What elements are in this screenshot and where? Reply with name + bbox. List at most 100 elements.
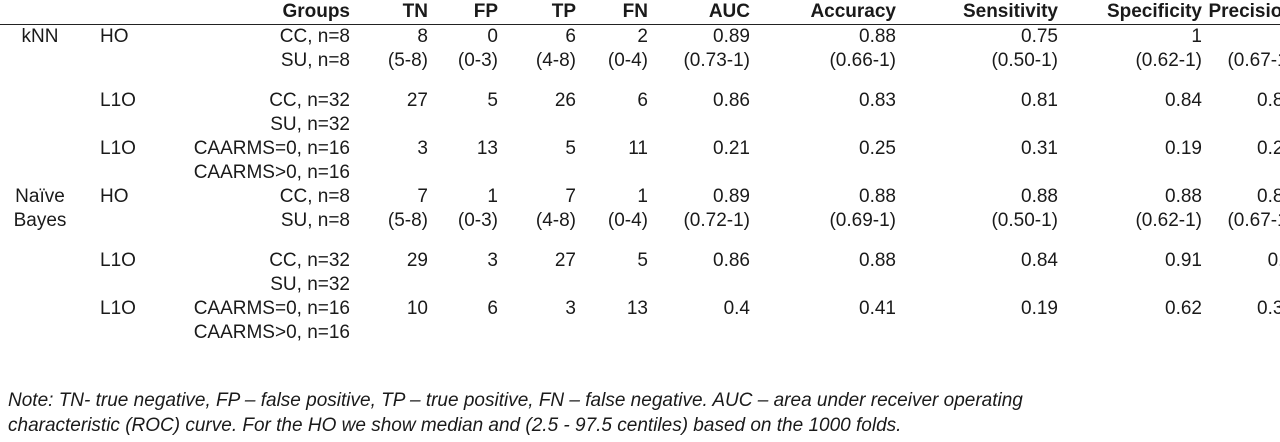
cell-method [80,321,150,345]
table-row: SU, n=8 (5-8) (0-3) (4-8) (0-4) (0.73-1) (0.66… [0,49,1280,73]
cell-method [80,49,150,73]
cell-auc [654,161,756,185]
cell-fn: 1 [637,186,648,207]
cell-tp: 5 [565,138,576,159]
spacer-cell [0,233,1280,249]
cell-groups: CAARMS>0, n=16 [193,162,350,183]
cell-method: L1O [100,138,136,159]
header-tp: TP [504,0,582,25]
cell-precision: 0.9 [1267,250,1280,271]
cell-method: L1O [100,250,136,271]
cell-method [80,113,150,137]
cell-specificity: (0.62-1) [1135,50,1202,71]
cell-model [0,113,80,137]
spacer-row [0,73,1280,89]
table-row: CAARMS>0, n=16 [0,321,1280,345]
cell-model [0,161,80,185]
cell-fn: 2 [637,26,648,47]
cell-precision [1208,273,1280,297]
cell-auc [654,321,756,345]
cell-fp: (0-3) [457,50,498,71]
cell-precision: (0.67-1) [1227,210,1280,231]
cell-precision: 0.33 [1257,298,1280,319]
table-row: CAARMS>0, n=16 [0,161,1280,185]
cell-sensitivity: (0.50-1) [991,50,1058,71]
cell-accuracy [756,161,902,185]
cell-model [0,273,80,297]
cell-model: Bayes [13,210,67,231]
cell-tp: 7 [565,186,576,207]
spacer-row [0,233,1280,249]
cell-tp: 26 [554,90,576,111]
table-row: Bayes SU, n=8 (5-8) (0-3) (4-8) (0-4) (0.72-1)… [0,209,1280,233]
table-row: Naïve HO CC, n=8 7 1 7 1 0.89 0.88 0.88 0.88 0.88 [0,185,1280,209]
cell-auc: 0.89 [713,186,750,207]
cell-auc: 0.4 [723,298,750,319]
cell-sensitivity: 0.31 [1021,138,1058,159]
cell-method: HO [100,26,129,47]
cell-groups: CAARMS>0, n=16 [193,322,350,343]
cell-tp: (4-8) [535,210,576,231]
cell-fp: 13 [476,138,498,159]
cell-tn [356,113,434,137]
cell-fp: 6 [487,298,498,319]
cell-groups: CC, n=32 [269,250,350,271]
cell-groups: CAARMS=0, n=16 [193,298,350,319]
note-line-1: Note: TN- true negative, FP – false posi… [8,390,1023,411]
cell-model [0,249,80,273]
cell-specificity [1064,273,1208,297]
header-sensitivity: Sensitivity [902,0,1064,25]
cell-tp: 27 [554,250,576,271]
cell-precision: 0.88 [1257,186,1280,207]
cell-specificity: 0.19 [1165,138,1202,159]
cell-tp: 3 [565,298,576,319]
cell-accuracy: 0.88 [859,250,896,271]
cell-method: L1O [100,298,136,319]
cell-tp: 6 [565,26,576,47]
cell-fp: 0 [487,26,498,47]
table-row: L1O CC, n=32 27 5 26 6 0.86 0.83 0.81 0.84 0.84 [0,89,1280,113]
cell-fn: (0-4) [607,50,648,71]
table-row: SU, n=32 [0,113,1280,137]
cell-specificity [1064,113,1208,137]
cell-fn: (0-4) [607,210,648,231]
cell-fp [434,273,504,297]
cell-method [80,273,150,297]
cell-tn [356,273,434,297]
header-model [0,0,80,25]
cell-precision: 0.28 [1257,138,1280,159]
cell-fp: 3 [487,250,498,271]
cell-fn: 13 [626,298,648,319]
cell-fn: 11 [628,138,648,159]
cell-auc: (0.72-1) [683,210,750,231]
cell-tn: 7 [417,186,428,207]
cell-model [0,49,80,73]
cell-groups: CAARMS=0, n=16 [193,138,350,159]
cell-precision [1208,113,1280,137]
cell-fp [434,113,504,137]
cell-accuracy [756,273,902,297]
table-row: L1O CC, n=32 29 3 27 5 0.86 0.88 0.84 0.91 0.9 [0,249,1280,273]
cell-auc: (0.73-1) [683,50,750,71]
cell-sensitivity [902,113,1064,137]
header-row: Groups TN FP TP FN AUC Accuracy Sensitiv… [0,0,1280,25]
cell-sensitivity: 0.88 [1021,186,1058,207]
note-line-2: characteristic (ROC) curve. For the HO w… [8,415,902,436]
cell-tn: (5-8) [387,50,428,71]
cell-tn: 8 [417,26,428,47]
cell-fp: 1 [487,186,498,207]
cell-tn: (5-8) [387,210,428,231]
cell-tp [504,321,582,345]
cell-sensitivity: (0.50-1) [991,210,1058,231]
cell-precision: 0.84 [1257,90,1280,111]
cell-precision [1208,321,1280,345]
header-auc: AUC [654,0,756,25]
cell-accuracy [756,113,902,137]
cell-accuracy: 0.83 [859,90,896,111]
cell-groups: CC, n=32 [269,90,350,111]
cell-fn [582,273,654,297]
cell-tp: (4-8) [535,50,576,71]
cell-tn: 27 [406,90,428,111]
header-specificity: Specificity [1064,0,1208,25]
cell-method: HO [100,186,129,207]
